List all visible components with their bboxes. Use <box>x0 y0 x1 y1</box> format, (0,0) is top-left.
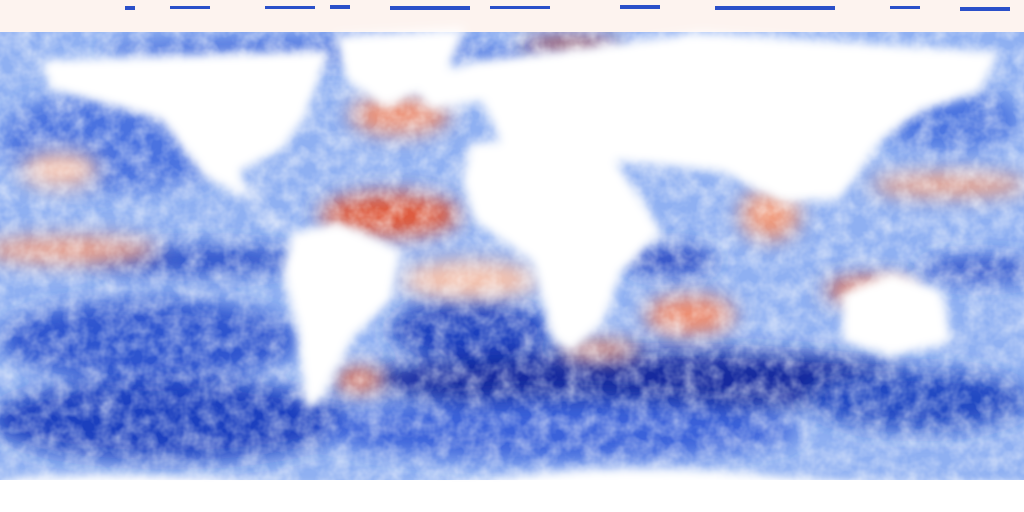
sea-ice-edge <box>125 5 1010 11</box>
arctic-strip <box>0 0 1024 32</box>
eurasia <box>410 32 1000 202</box>
greenland <box>335 28 465 108</box>
australia <box>842 272 952 357</box>
africa <box>462 140 662 352</box>
south-america <box>282 222 402 412</box>
antarctica <box>0 467 1024 512</box>
land-masses <box>0 28 1024 512</box>
north-america <box>40 50 330 232</box>
